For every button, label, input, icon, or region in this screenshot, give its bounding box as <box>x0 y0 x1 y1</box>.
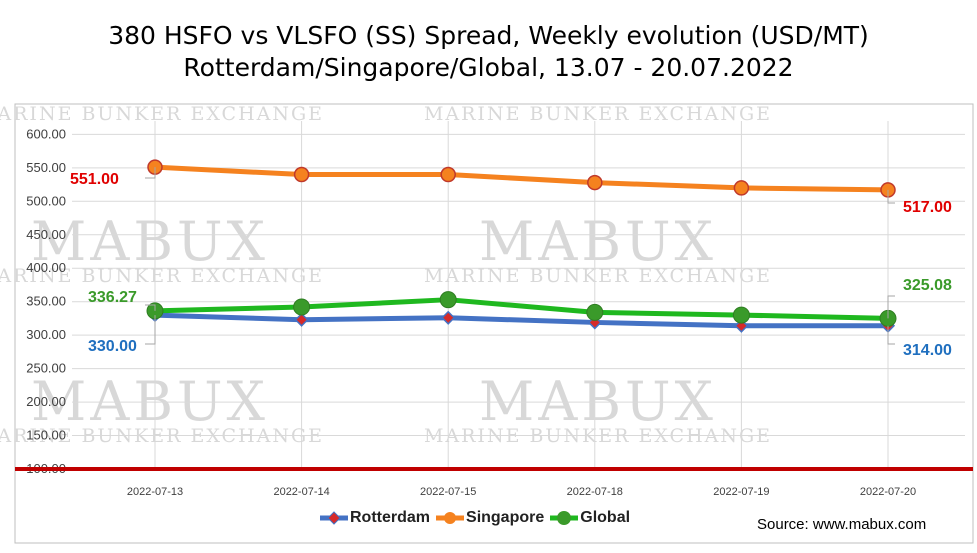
y-tick-label: 250.00 <box>26 361 66 376</box>
point-singapore <box>440 166 456 183</box>
legend-symbol-rotterdam <box>320 511 348 525</box>
y-tick-label: 500.00 <box>26 193 66 208</box>
legend-item-rotterdam: Rotterdam <box>320 509 430 527</box>
x-tick-label: 2022-07-15 <box>420 486 476 498</box>
legend: Rotterdam Singapore Global <box>320 509 630 527</box>
data-label: 314.00 <box>903 342 952 359</box>
data-label-leader <box>887 189 895 204</box>
title-line-2: Rotterdam/Singapore/Global, 13.07 - 20.0… <box>183 53 794 82</box>
legend-symbol-global <box>550 511 579 525</box>
y-tick-label: 350.00 <box>26 294 66 309</box>
point-global <box>732 306 750 324</box>
y-tick-label: 550.00 <box>26 160 66 175</box>
y-tick-label: 300.00 <box>26 327 66 342</box>
x-tick-label: 2022-07-13 <box>127 486 183 498</box>
y-tick-label: 200.00 <box>26 394 66 409</box>
series-line-singapore <box>154 164 889 193</box>
y-tick-label: 400.00 <box>26 260 66 275</box>
watermark-logo: MABUX <box>31 210 269 273</box>
y-tick-label: 150.00 <box>26 428 66 443</box>
legend-label: Singapore <box>466 509 545 526</box>
data-label-leader <box>145 304 156 311</box>
point-global <box>293 298 311 316</box>
data-label-leader <box>887 295 895 319</box>
y-tick-label: 600.00 <box>26 126 66 141</box>
watermark-logo: MABUX <box>31 370 269 433</box>
series-line-global <box>154 297 889 321</box>
point-global <box>586 303 604 321</box>
watermark-tagline: MARINE BUNKER EXCHANGE <box>424 265 772 287</box>
chart-title: 380 HSFO vs VLSFO (SS) Spread, Weekly ev… <box>0 20 977 84</box>
legend-item-singapore: Singapore <box>436 509 544 527</box>
watermark-tagline: MARINE BUNKER EXCHANGE <box>424 103 772 125</box>
legend-label: Global <box>580 509 631 526</box>
point-singapore <box>293 166 310 183</box>
data-label: 517.00 <box>903 199 952 216</box>
data-label-leader <box>145 315 156 345</box>
title-line-1: 380 HSFO vs VLSFO (SS) Spread, Weekly ev… <box>108 21 869 50</box>
point-global <box>439 291 457 309</box>
point-singapore <box>587 174 603 191</box>
x-tick-label: 2022-07-14 <box>273 486 329 498</box>
chart-frame <box>14 103 974 544</box>
point-singapore <box>733 180 750 196</box>
x-tick-label: 2022-07-18 <box>567 486 623 498</box>
point-rotterdam <box>294 312 309 327</box>
x-tick-label: 2022-07-20 <box>860 486 916 498</box>
source-note: Source: www.mabux.com <box>757 516 927 533</box>
data-label: 325.08 <box>903 277 952 294</box>
legend-symbol-singapore <box>436 512 465 524</box>
legend-label: Rotterdam <box>350 509 431 526</box>
data-label-leader <box>145 167 156 179</box>
x-tick-label: 2022-07-19 <box>713 486 769 498</box>
watermark-logo: MABUX <box>479 370 717 433</box>
data-label: 330.00 <box>88 338 137 355</box>
legend-item-global: Global <box>550 509 630 527</box>
data-label: 336.27 <box>88 289 137 306</box>
data-label-leader <box>887 325 895 345</box>
watermark-logo: MABUX <box>479 210 717 273</box>
series-line-rotterdam <box>154 312 888 329</box>
watermark-tagline: MARINE BUNKER EXCHANGE <box>0 265 324 287</box>
watermark-tagline: MARINE BUNKER EXCHANGE <box>0 103 324 125</box>
y-tick-label: 450.00 <box>26 227 66 242</box>
point-rotterdam <box>441 310 456 325</box>
data-label: 551.00 <box>70 171 119 188</box>
